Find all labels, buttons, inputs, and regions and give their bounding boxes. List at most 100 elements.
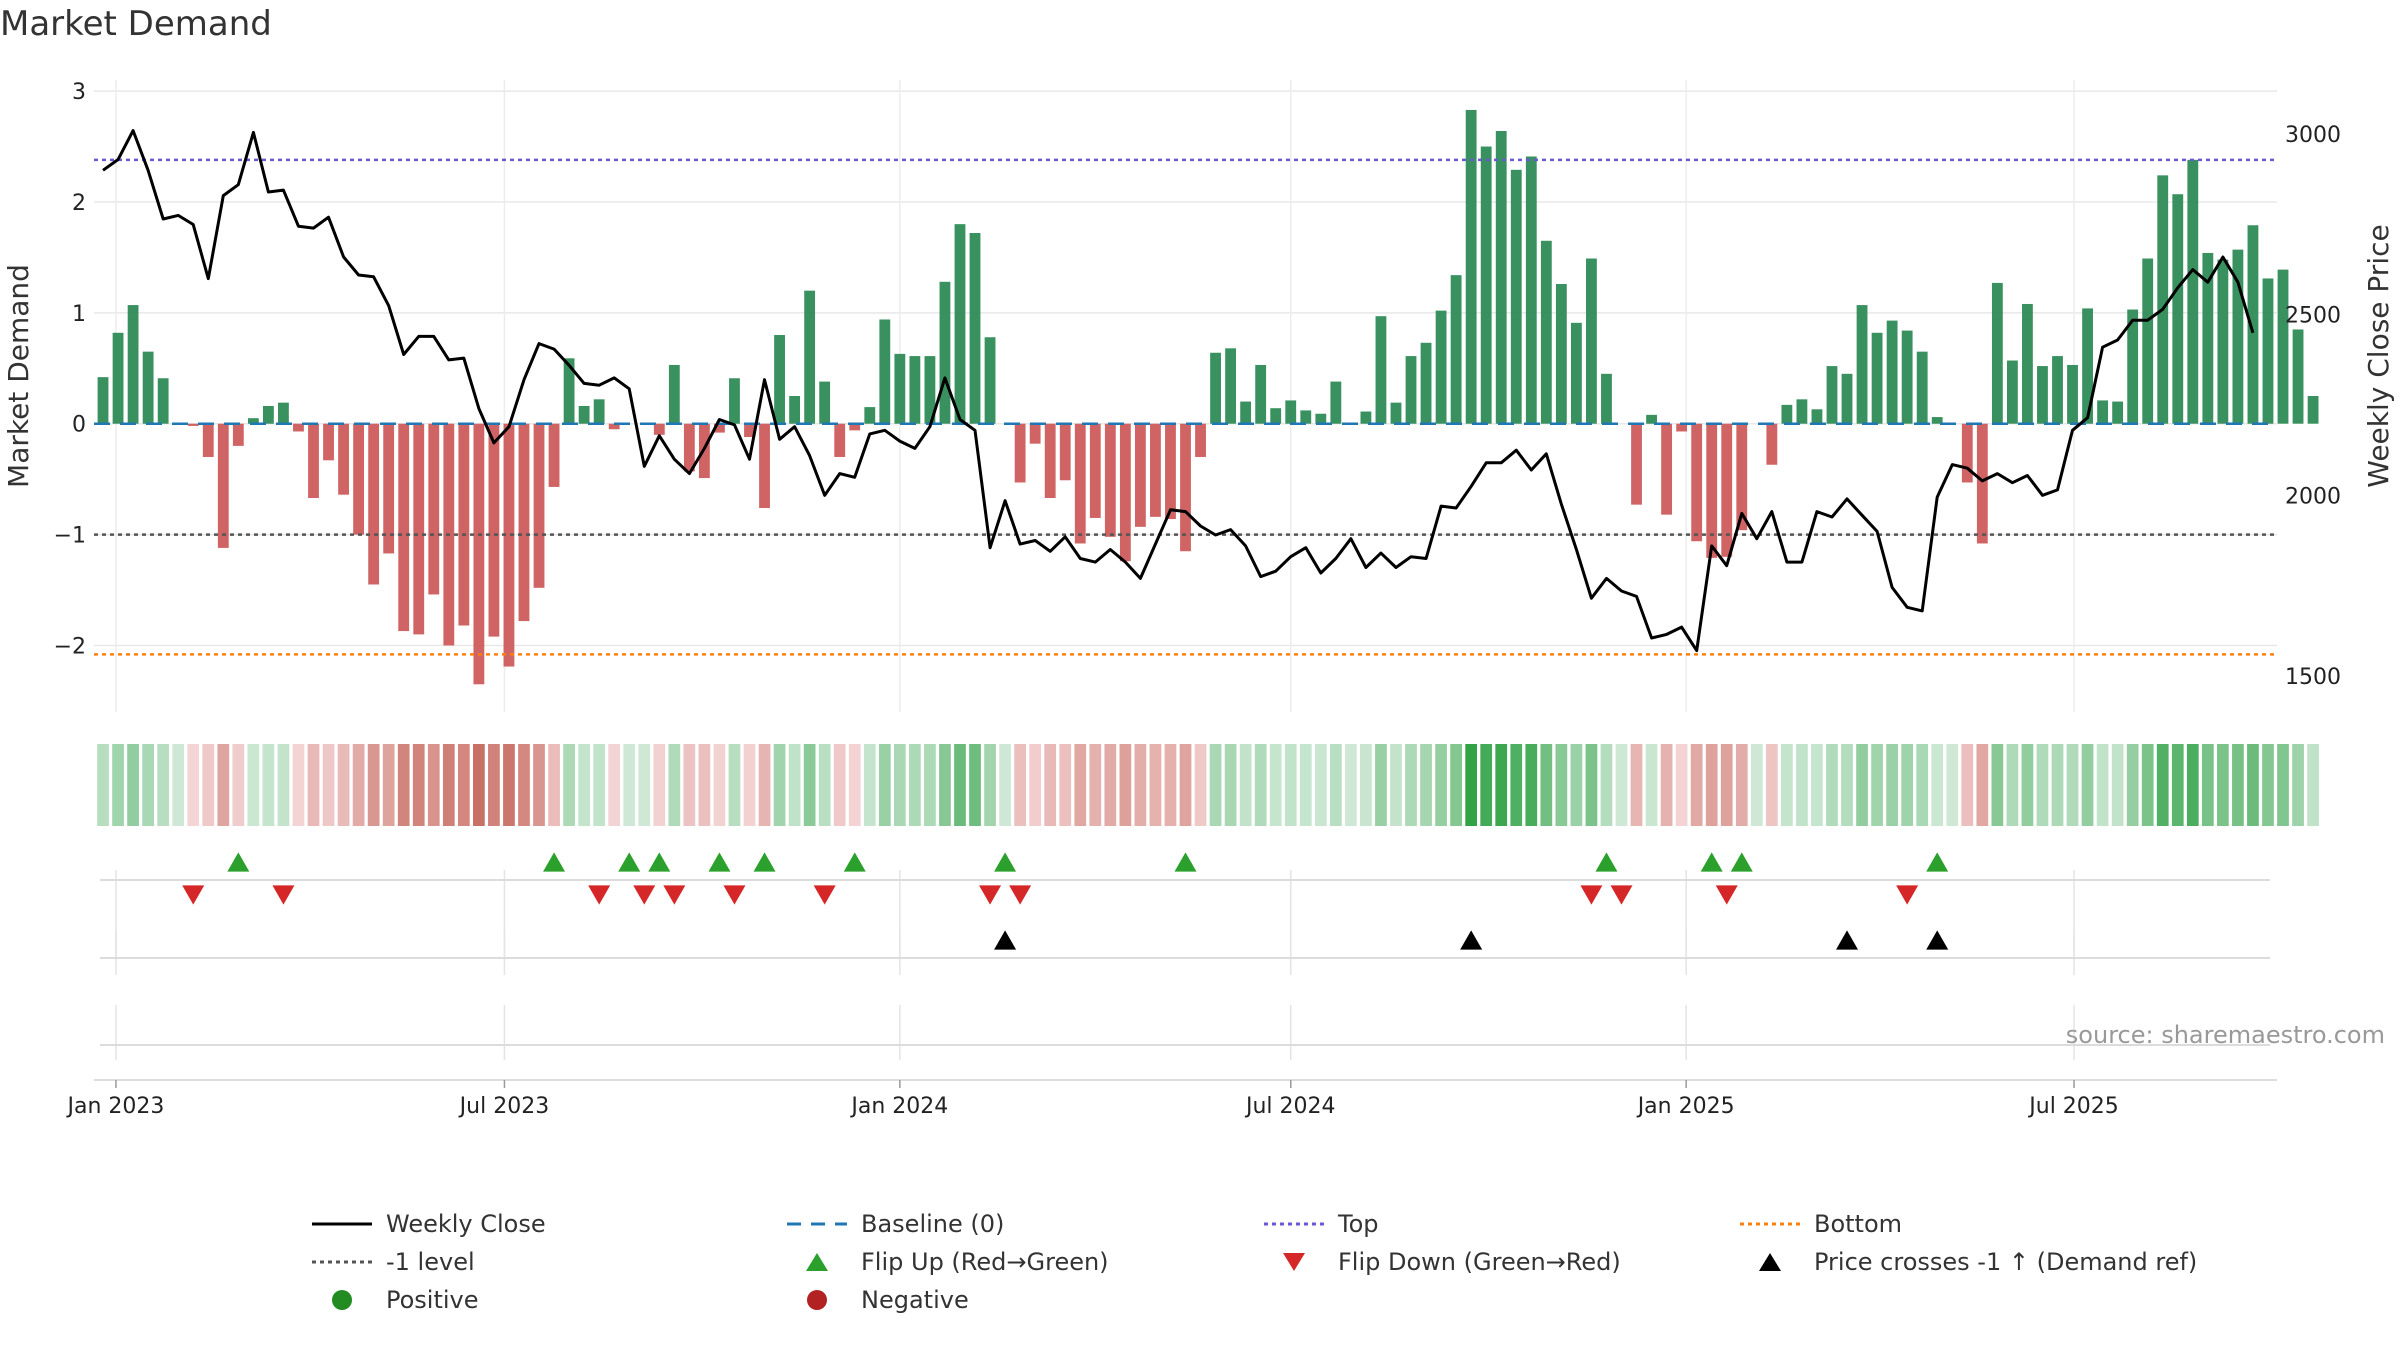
demand-bar	[1991, 282, 2003, 424]
legend-label: Top	[1338, 1210, 1379, 1238]
strip-cell	[2262, 744, 2274, 826]
strip-cell	[1750, 744, 1763, 826]
demand-bar	[668, 364, 680, 424]
demand-bar	[1781, 404, 1793, 424]
legend-label: Positive	[386, 1286, 479, 1314]
y-left-tick-label: −1	[54, 524, 86, 549]
flip-up-marker	[1700, 852, 1723, 872]
strip-cell	[1735, 744, 1748, 826]
legend-weekly-close: Weekly Close	[310, 1210, 546, 1238]
strip-cell	[2111, 744, 2124, 826]
strip-cell	[2081, 744, 2094, 826]
demand-bar	[97, 377, 109, 424]
strip-cell	[157, 744, 170, 826]
axes: 3 2 1 0 −1 −2 3000 2500 2000 1500 Market Demand Wee…	[2, 80, 2395, 1119]
strip-cell	[217, 744, 230, 826]
strip-cell	[1961, 744, 1974, 826]
strip-cell	[442, 744, 455, 826]
demand-bar	[127, 305, 139, 424]
x-tick-label: Jan 2025	[1636, 1094, 1735, 1119]
demand-bar	[864, 407, 876, 424]
demand-bar	[308, 423, 319, 499]
demand-bar	[1736, 423, 1748, 531]
strip-cell	[1465, 744, 1478, 826]
tri-down-symbol-icon	[1283, 1253, 1305, 1271]
strip-cell	[2277, 744, 2289, 826]
strip-cell	[1826, 744, 1838, 826]
strip-cell	[1224, 744, 1237, 826]
demand-bar	[2006, 360, 2018, 424]
demand-bar	[1195, 423, 1206, 457]
strip-cell	[1284, 744, 1297, 826]
strip-cell	[172, 744, 185, 826]
strip-cell	[1495, 744, 1508, 826]
tri-up-symbol-icon	[1759, 1253, 1781, 1271]
flip-up-marker	[1174, 852, 1197, 872]
flip-down-marker	[1580, 885, 1603, 905]
circle-symbol-icon	[332, 1290, 352, 1310]
strip-cell	[488, 744, 500, 826]
strip-cell	[1179, 744, 1192, 826]
strip-cell	[292, 744, 305, 826]
strip-cell	[1570, 744, 1583, 826]
strip-cell	[969, 744, 981, 826]
strip-cell	[1390, 744, 1402, 826]
demand-bar	[1766, 423, 1778, 465]
flip-down-marker	[979, 885, 1002, 905]
legend-bottom: Bottom	[1738, 1210, 1902, 1238]
demand-bar	[1435, 310, 1447, 424]
strip-cell	[2232, 744, 2244, 826]
strip-cell	[803, 744, 816, 826]
strip-cell	[1164, 744, 1177, 826]
strip-cell	[1765, 744, 1778, 826]
demand-bar	[2277, 269, 2289, 424]
strip-cell	[1149, 744, 1162, 826]
price-line-layer	[102, 129, 2255, 653]
legend-label: -1 level	[386, 1248, 475, 1276]
demand-bar	[503, 423, 515, 667]
strip-cell	[1239, 744, 1252, 826]
legend-label: Negative	[861, 1286, 969, 1314]
demand-bar	[278, 402, 289, 424]
strip-cell	[1781, 744, 1793, 826]
strip-cell	[2066, 744, 2079, 826]
strip-cell	[2036, 744, 2049, 826]
strip-cell	[999, 744, 1011, 826]
demand-bar	[578, 405, 590, 424]
strip-cell	[1991, 744, 2004, 826]
demand-bar	[653, 423, 665, 435]
demand-bar	[1510, 169, 1522, 424]
demand-bar	[1856, 305, 1868, 424]
demand-bar	[1691, 423, 1703, 542]
demand-bars	[97, 109, 2319, 685]
strip-cell	[1299, 744, 1312, 826]
strip-cell	[1630, 744, 1643, 826]
demand-bar	[1405, 356, 1417, 424]
demand-bar	[1901, 330, 1913, 424]
demand-bar	[969, 233, 981, 424]
demand-bar	[1540, 240, 1552, 424]
strip-cell	[2186, 744, 2199, 826]
demand-bar	[879, 319, 891, 424]
strip-cell	[427, 744, 440, 826]
demand-bar	[112, 332, 124, 424]
demand-bar	[984, 337, 996, 424]
demand-bar	[488, 423, 500, 637]
legend-label: Weekly Close	[386, 1210, 546, 1238]
demand-bar	[894, 353, 906, 424]
demand-bar	[1375, 316, 1387, 424]
strip-cell	[1480, 744, 1493, 826]
demand-bar	[232, 423, 244, 446]
demand-bar	[428, 423, 440, 595]
demand-bar	[954, 224, 966, 424]
strip-cell	[97, 744, 109, 826]
strip-cell	[593, 744, 606, 826]
demand-bar	[1465, 109, 1477, 424]
y-right-tick-label: 2000	[2285, 484, 2341, 509]
strip-cell	[277, 744, 290, 826]
legend-label: Flip Up (Red→Green)	[861, 1248, 1109, 1276]
demand-bar	[2202, 252, 2214, 424]
demand-bar	[217, 423, 229, 548]
demand-bar	[202, 423, 214, 457]
strip-cell	[1405, 744, 1417, 826]
